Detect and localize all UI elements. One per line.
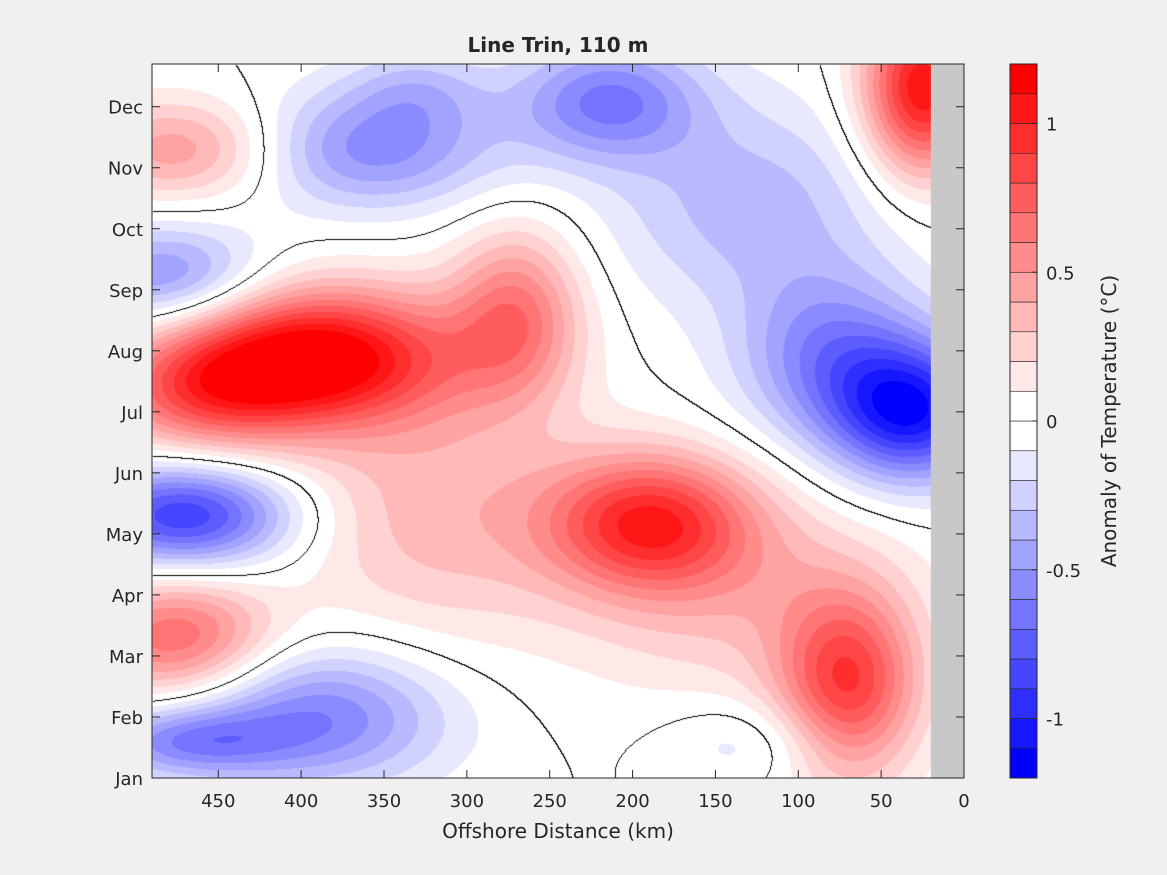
colorbar-band [1009, 152, 1038, 184]
colorbar-band [1009, 212, 1038, 243]
x-tick-label: 200 [615, 791, 649, 812]
x-tick-label: 150 [698, 791, 732, 812]
colorbar-band [1009, 63, 1038, 95]
y-tick-label: Sep [109, 281, 143, 302]
colorbar-tick-label: 0.5 [1046, 263, 1075, 284]
colorbar-band [1009, 688, 1038, 719]
colorbar-ticks: 1 0.5 0 -0.5 -1 [1032, 115, 1081, 731]
x-tick-label: 0 [958, 791, 969, 812]
y-tick-label: Jan [114, 769, 143, 790]
colorbar-band [1009, 361, 1038, 392]
colorbar-band [1009, 331, 1038, 362]
colorbar-band [1009, 599, 1038, 630]
y-tick-label: Dec [108, 98, 143, 119]
colorbar-band [1009, 569, 1038, 600]
colorbar: 1 0.5 0 -0.5 -1 Anomaly of Temperature (°C) [1009, 63, 1121, 779]
colorbar-band [1009, 420, 1038, 452]
x-tick-label: 400 [284, 791, 318, 812]
y-axis: Jan Feb Mar Apr May Jun Jul Aug Sep Oct Nov Dec [106, 98, 964, 790]
colorbar-tick-label: -0.5 [1046, 561, 1081, 582]
y-tick-label: Jul [120, 403, 143, 424]
x-tick-label: 50 [870, 791, 893, 812]
colorbar-band [1009, 271, 1038, 303]
colorbar-band [1009, 390, 1038, 422]
colorbar-band [1009, 628, 1038, 660]
colorbar-band [1009, 242, 1038, 273]
x-axis-label: Offshore Distance (km) [442, 819, 674, 843]
colorbar-band [1009, 301, 1038, 333]
colorbar-tick-label: 1 [1046, 115, 1057, 136]
x-tick-label: 300 [450, 791, 484, 812]
y-tick-label: Mar [109, 647, 144, 668]
colorbar-band [1009, 658, 1038, 690]
colorbar-tick-label: 0 [1046, 412, 1057, 433]
chart-title: Line Trin, 110 m [468, 33, 649, 57]
anomaly-contour-field [152, 64, 964, 778]
colorbar-band [1009, 182, 1038, 214]
plot-frame [151, 63, 965, 779]
y-tick-label: Aug [108, 342, 143, 363]
colorbar-label: Anomaly of Temperature (°C) [1097, 275, 1121, 567]
x-tick-label: 250 [533, 791, 567, 812]
x-tick-label: 100 [781, 791, 815, 812]
colorbar-band [1009, 747, 1038, 779]
colorbar-band [1009, 509, 1038, 541]
colorbar-band [1009, 123, 1038, 154]
colorbar-bands [1009, 63, 1038, 779]
colorbar-band [1009, 539, 1038, 571]
colorbar-band [1009, 480, 1038, 511]
y-tick-label: Jun [114, 464, 143, 485]
y-tick-label: Apr [112, 586, 144, 607]
y-tick-label: Feb [111, 708, 143, 729]
no-data-band [930, 64, 964, 778]
x-tick-label: 450 [201, 791, 235, 812]
x-tick-label: 350 [367, 791, 401, 812]
y-tick-label: May [106, 525, 144, 546]
colorbar-band [1009, 450, 1038, 481]
y-tick-label: Oct [112, 220, 143, 241]
plot-area [151, 63, 965, 779]
x-axis: 450 400 350 300 250 200 150 100 50 0 [201, 64, 970, 812]
y-tick-label: Nov [108, 159, 143, 180]
colorbar-tick-label: -1 [1046, 710, 1064, 731]
colorbar-band [1009, 93, 1038, 124]
colorbar-band [1009, 718, 1038, 749]
